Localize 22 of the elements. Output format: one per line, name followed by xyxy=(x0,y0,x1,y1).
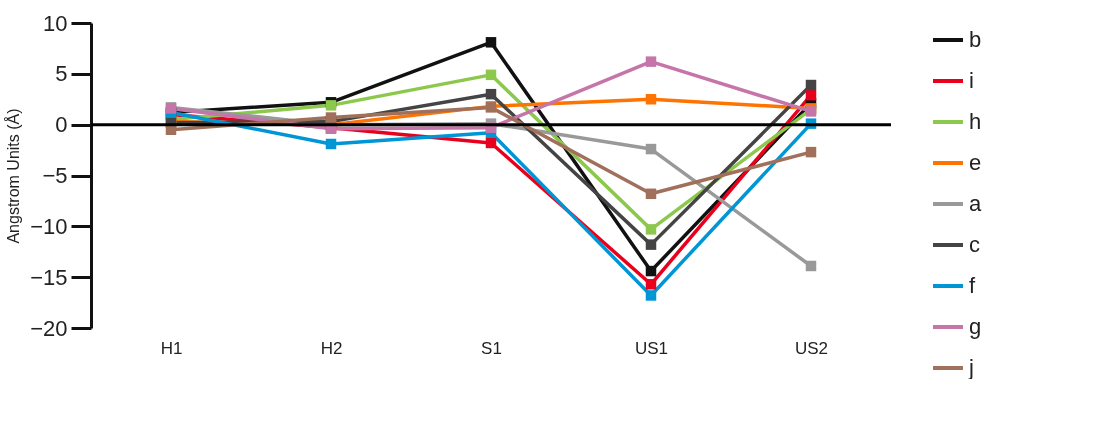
legend-label: a xyxy=(969,191,982,216)
legend-label: e xyxy=(969,150,982,175)
legend-label: c xyxy=(969,232,980,257)
legend-label: f xyxy=(969,273,976,298)
y-tick-label: 5 xyxy=(55,61,68,87)
x-tick-label: S1 xyxy=(481,338,502,358)
legend-label: g xyxy=(969,314,982,339)
x-tick-label: US2 xyxy=(794,338,829,358)
x-tick-label: US1 xyxy=(634,338,669,358)
y-tick-label: 0 xyxy=(55,112,68,138)
legend-label: j xyxy=(968,355,974,380)
y-tick-label: −20 xyxy=(30,315,68,341)
legend-label: i xyxy=(969,68,974,93)
legend-label: b xyxy=(969,27,982,52)
y-tick-label: −15 xyxy=(30,264,68,290)
y-tick-label: −5 xyxy=(42,163,68,188)
y-axis-title: Angstrom Units (Å) xyxy=(4,108,23,244)
y-tick-label: −10 xyxy=(30,213,68,239)
legend-label: h xyxy=(969,109,982,134)
x-tick-label: H2 xyxy=(320,338,343,358)
y-tick-label: 10 xyxy=(43,10,68,36)
x-tick-label: H1 xyxy=(160,338,183,358)
